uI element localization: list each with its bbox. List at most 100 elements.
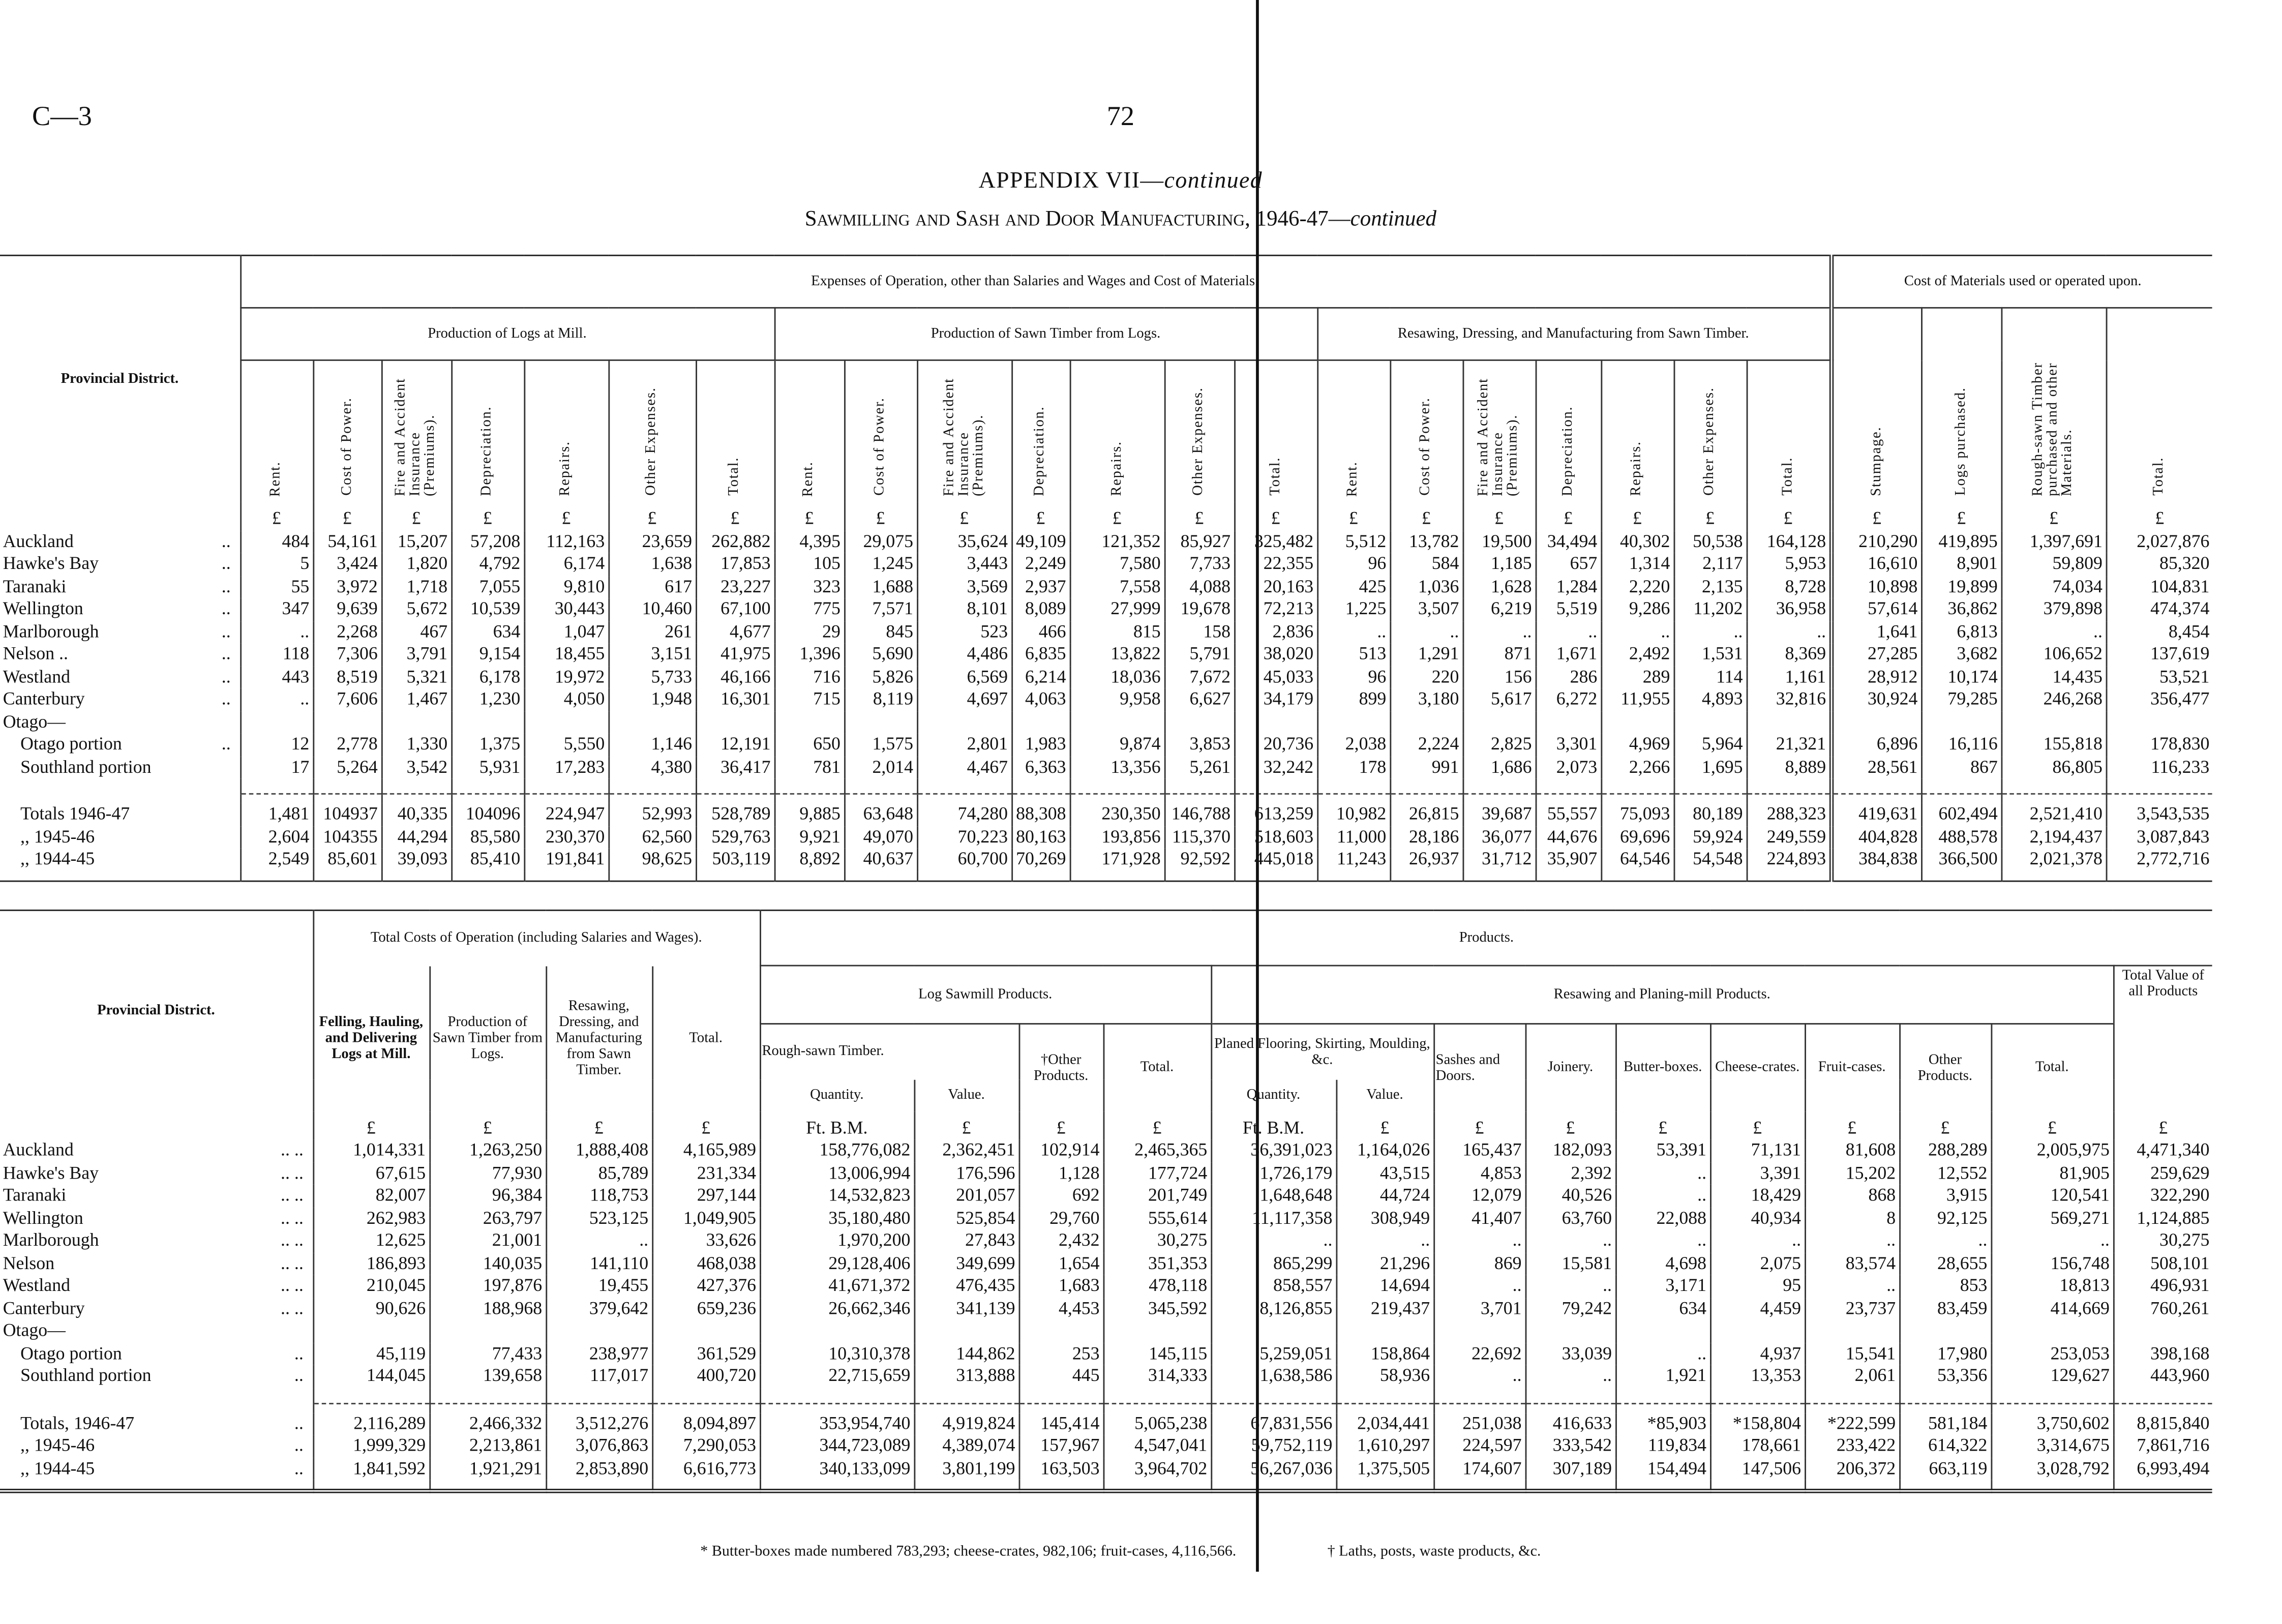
value-cell: 443,960	[2112, 1365, 2213, 1388]
value-cell: 634	[450, 620, 524, 644]
col-header: Production of Sawn Timber from Logs.	[428, 966, 546, 1111]
value-cell: 140,035	[428, 1252, 546, 1275]
value-cell	[1600, 711, 1674, 734]
value-cell: 177,724	[1102, 1162, 1211, 1185]
value-cell	[1233, 711, 1317, 734]
value-cell: 28,186	[1389, 826, 1463, 849]
value-cell: 5,065,238	[1102, 1412, 1211, 1435]
leader-dots: ..	[221, 576, 231, 596]
value-cell: 2,392	[1524, 1162, 1616, 1185]
value-cell: 634	[1614, 1297, 1710, 1320]
value-cell: 41,975	[695, 643, 774, 666]
value-cell: 95	[1709, 1275, 1805, 1298]
district-name: Southland portion	[20, 1365, 152, 1386]
value-cell: 36,862	[1920, 598, 2001, 621]
totals-row: Totals, 1946-47.. 2,116,289 2,466,332 3,512…	[0, 1412, 2213, 1435]
unit-label: £	[1233, 502, 1317, 531]
value-cell: 1,641	[1828, 620, 1921, 644]
value-cell: 3,543,535	[2105, 803, 2213, 826]
unit-label: £	[2105, 502, 2213, 531]
value-cell: ..	[1898, 1229, 1991, 1252]
col-header: Total.	[2151, 458, 2167, 497]
value-cell: ..	[1524, 1275, 1616, 1298]
value-cell: 224,947	[523, 803, 609, 826]
value-cell: 8,815,840	[2112, 1412, 2213, 1435]
value-cell: 38,020	[1233, 643, 1317, 666]
totals-row: ,, 1944-45.. 1,841,592 1,921,291 2,853,890 6…	[0, 1457, 2213, 1480]
value-cell: 4,088	[1163, 576, 1235, 598]
value-cell: 404,828	[1828, 826, 1921, 849]
district-name: Southland portion	[20, 756, 152, 776]
value-cell: 2,772,716	[2105, 848, 2213, 871]
value-cell: 104355	[312, 826, 381, 849]
value-cell: 1,397,691	[2000, 530, 2107, 553]
value-cell: 3,853	[1163, 733, 1235, 756]
value-cell: 9,154	[450, 643, 524, 666]
value-cell: 9,874	[1069, 733, 1164, 756]
value-cell: 63,648	[843, 803, 917, 826]
value-cell: *222,599	[1804, 1412, 1900, 1435]
value-cell: 5,512	[1316, 530, 1390, 553]
value-cell: 2,266	[1600, 756, 1674, 779]
value-cell: 345,592	[1102, 1297, 1211, 1320]
value-cell: 1,481	[239, 803, 313, 826]
value-cell: 19,972	[523, 666, 609, 688]
value-cell: 72,213	[1233, 598, 1317, 621]
value-cell: 23,659	[607, 530, 696, 553]
leader-dots: ..	[221, 620, 231, 641]
leader-dots: .. ..	[281, 1139, 304, 1160]
value-cell: 98,625	[607, 848, 696, 871]
leader-dots: ..	[294, 1435, 304, 1456]
value-cell: 53,391	[1614, 1139, 1710, 1162]
value-cell: 12,079	[1432, 1184, 1525, 1208]
value-cell: 3,028,792	[1990, 1457, 2114, 1480]
unit-label: £	[545, 1111, 652, 1140]
value-cell: 4,380	[607, 756, 696, 779]
value-cell: 85,320	[2105, 553, 2213, 576]
value-cell: 19,899	[1920, 576, 2001, 598]
value-cell: 63,760	[1524, 1207, 1616, 1230]
value-cell: 22,088	[1614, 1207, 1710, 1230]
value-cell: 206,372	[1804, 1457, 1900, 1480]
value-cell: 9,885	[773, 803, 845, 826]
value-cell: ..	[1524, 1365, 1616, 1388]
value-cell: 129,627	[1990, 1365, 2114, 1388]
value-cell: 17,283	[523, 756, 609, 779]
value-cell: 8,728	[1746, 576, 1831, 598]
value-cell: 9,958	[1069, 688, 1164, 711]
value-cell: 351,353	[1102, 1252, 1211, 1275]
value-cell	[607, 711, 696, 734]
value-cell: 1,330	[380, 733, 452, 756]
leader-dots: .. ..	[281, 1162, 304, 1183]
leader-dots: ..	[294, 1365, 304, 1386]
value-cell	[1920, 711, 2001, 734]
value-cell: 39,687	[1462, 803, 1536, 826]
col-header: Rough-sawn Timber purchased and other Ma…	[2030, 362, 2076, 497]
value-cell: 525,854	[913, 1207, 1019, 1230]
value-cell: 297,144	[651, 1184, 760, 1208]
value-cell: 8	[1804, 1207, 1900, 1230]
value-cell: 2,034,441	[1335, 1412, 1434, 1435]
value-cell: ..	[1614, 1342, 1710, 1365]
col-header: Depreciation.	[1559, 406, 1576, 497]
value-cell	[773, 711, 845, 734]
col-header: Cost of Power.	[1417, 398, 1434, 497]
value-cell: 1,683	[1018, 1275, 1103, 1298]
value-cell: 1,467	[380, 688, 452, 711]
value-cell: 60,700	[916, 848, 1012, 871]
value-cell: 219,437	[1335, 1297, 1434, 1320]
unit-label: £	[1316, 502, 1390, 531]
value-cell: 29,075	[843, 530, 917, 553]
value-cell: 70,223	[916, 826, 1012, 849]
value-cell: 2,005,975	[1990, 1139, 2114, 1162]
value-cell: 53,521	[2105, 666, 2213, 688]
value-cell: 54,161	[312, 530, 381, 553]
value-cell: 28,655	[1898, 1252, 1991, 1275]
value-cell: 79,242	[1524, 1297, 1616, 1320]
value-cell: ..	[239, 620, 313, 644]
value-cell: 715	[773, 688, 845, 711]
value-cell: 22,355	[1233, 553, 1317, 576]
value-cell: 7,290,053	[651, 1435, 760, 1458]
value-cell: 118,753	[545, 1184, 652, 1208]
value-cell: 4,919,824	[913, 1412, 1019, 1435]
